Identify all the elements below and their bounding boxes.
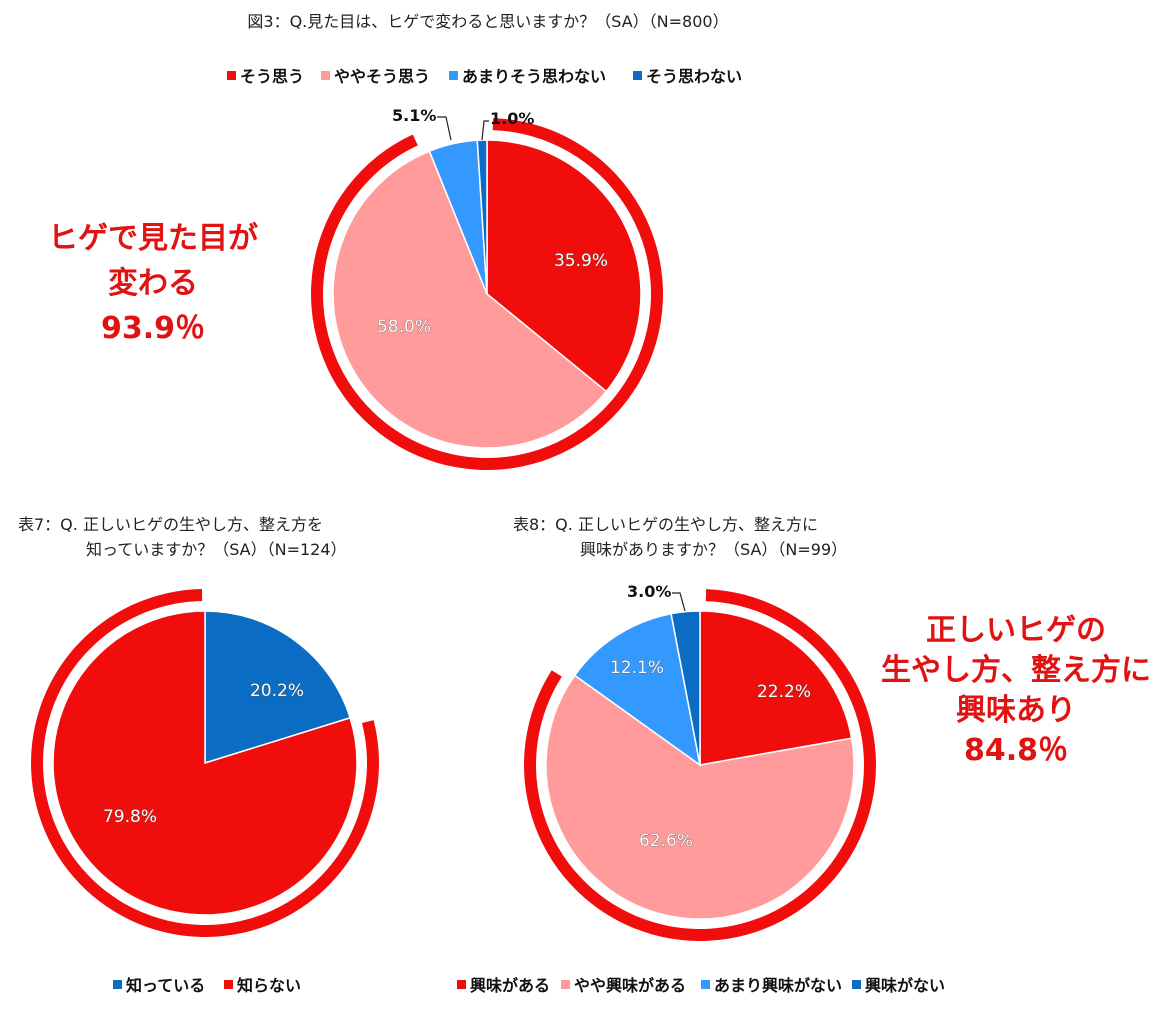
chart1-callout: ヒゲで見た目が 変わる 93.9％ bbox=[48, 221, 258, 346]
chart1-leader-line-3 bbox=[481, 120, 489, 141]
chart3-callout: 正しいヒゲの 生やし方、整え方に 興味あり 84.8％ bbox=[881, 613, 1151, 768]
chart3-legend-label-1: やや興味がある bbox=[574, 976, 686, 995]
chart3-slice-2 bbox=[573, 612, 702, 767]
chart2-pie bbox=[52, 610, 358, 916]
chart3-legend-swatch-0 bbox=[457, 980, 466, 989]
chart3-slice-label-2: 12.1% bbox=[610, 658, 664, 678]
chart2-legend-swatch-1 bbox=[224, 980, 233, 989]
chart3-title-line-1: 興味がありますか？（SA）（N=99） bbox=[580, 540, 847, 559]
chart3-callout-line-3: 84.8％ bbox=[964, 733, 1068, 768]
chart1-callout-line-0: ヒゲで見た目が bbox=[48, 221, 258, 256]
chart1-title: 図3：Q.見た目は、ヒゲで変わると思いますか？（SA）（N=800） bbox=[247, 12, 728, 31]
chart3-legend-label-2: あまり興味がない bbox=[714, 976, 842, 995]
chart1-slice-label-0: 35.9% bbox=[554, 251, 608, 271]
chart2-slice-label-0: 20.2% bbox=[250, 681, 304, 701]
chart3-title-line-0: 表8：Q. 正しいヒゲの生やし方、整え方に bbox=[513, 515, 818, 534]
chart1-legend-label-2: あまりそう思わない bbox=[462, 67, 606, 86]
chart1-slice-label-1: 58.0% bbox=[377, 317, 431, 337]
chart1-callout-line-2: 93.9％ bbox=[101, 311, 205, 346]
chart1-callout-line-1: 変わる bbox=[108, 266, 198, 301]
chart1-legend: そう思う ややそう思う あまりそう思わない そう思わない bbox=[227, 67, 742, 86]
chart2-legend-swatch-0 bbox=[113, 980, 122, 989]
chart3-slice-0 bbox=[699, 610, 853, 766]
chart1-legend-swatch-0 bbox=[227, 71, 236, 80]
chart3-legend: 興味がある やや興味がある あまり興味がない 興味がない bbox=[457, 976, 945, 995]
chart2-legend: 知っている 知らない bbox=[113, 976, 301, 995]
chart3-legend-swatch-3 bbox=[852, 980, 861, 989]
chart1-slice-1 bbox=[332, 150, 608, 449]
chart3-callout-line-2: 興味あり bbox=[956, 693, 1076, 728]
chart3-legend-swatch-2 bbox=[701, 980, 710, 989]
chart3-legend-swatch-1 bbox=[561, 980, 570, 989]
chart1-leader-line-2 bbox=[437, 116, 452, 141]
chart2-title-line-0: 表7：Q. 正しいヒゲの生やし方、整え方を bbox=[18, 515, 323, 534]
chart2-slice-0 bbox=[204, 610, 352, 765]
chart1-legend-label-0: そう思う bbox=[240, 67, 304, 86]
chart2-legend-label-1: 知らない bbox=[237, 976, 301, 995]
chart2-slice-label-1: 79.8% bbox=[103, 807, 157, 827]
chart2-legend-label-0: 知っている bbox=[126, 976, 205, 995]
chart1-slice-label-2: 5.1% bbox=[392, 106, 436, 125]
chart1-slice-3 bbox=[476, 139, 488, 295]
chart3-legend-label-3: 興味がない bbox=[865, 976, 945, 995]
chart3-callout-line-0: 正しいヒゲの bbox=[926, 613, 1106, 648]
chart1-slice-labels: 35.9% 58.0% 5.1% 1.0% bbox=[377, 106, 609, 337]
chart1-legend-swatch-2 bbox=[449, 71, 458, 80]
chart1-pie bbox=[332, 139, 642, 449]
chart3-slice-label-0: 22.2% bbox=[757, 682, 811, 702]
chart1-slice-label-3: 1.0% bbox=[490, 109, 534, 128]
chart3-legend-label-0: 興味がある bbox=[470, 976, 550, 995]
chart2-title-line-1: 知っていますか？（SA）（N=124） bbox=[86, 540, 347, 559]
chart1-slice-0 bbox=[486, 139, 642, 393]
chart3-slice-labels: 22.2% 62.6% 12.1% 3.0% bbox=[610, 582, 812, 851]
chart3-callout-line-1: 生やし方、整え方に bbox=[881, 653, 1151, 688]
chart3-slice-label-1: 62.6% bbox=[639, 831, 693, 851]
chart1-legend-swatch-1 bbox=[321, 71, 330, 80]
chart1-legend-label-1: ややそう思う bbox=[334, 67, 430, 86]
chart3-slice-1 bbox=[545, 674, 855, 920]
chart3-slice-3 bbox=[670, 610, 701, 766]
chart2-slice-1 bbox=[52, 610, 358, 916]
chart1-legend-swatch-3 bbox=[633, 71, 642, 80]
chart3-pie bbox=[545, 610, 855, 920]
chart2-slice-labels: 20.2% 79.8% bbox=[103, 681, 305, 828]
chart3-slice-label-3: 3.0% bbox=[627, 582, 671, 601]
chart1-legend-label-3: そう思わない bbox=[646, 67, 742, 86]
chart3-leader-line-3 bbox=[672, 592, 686, 612]
